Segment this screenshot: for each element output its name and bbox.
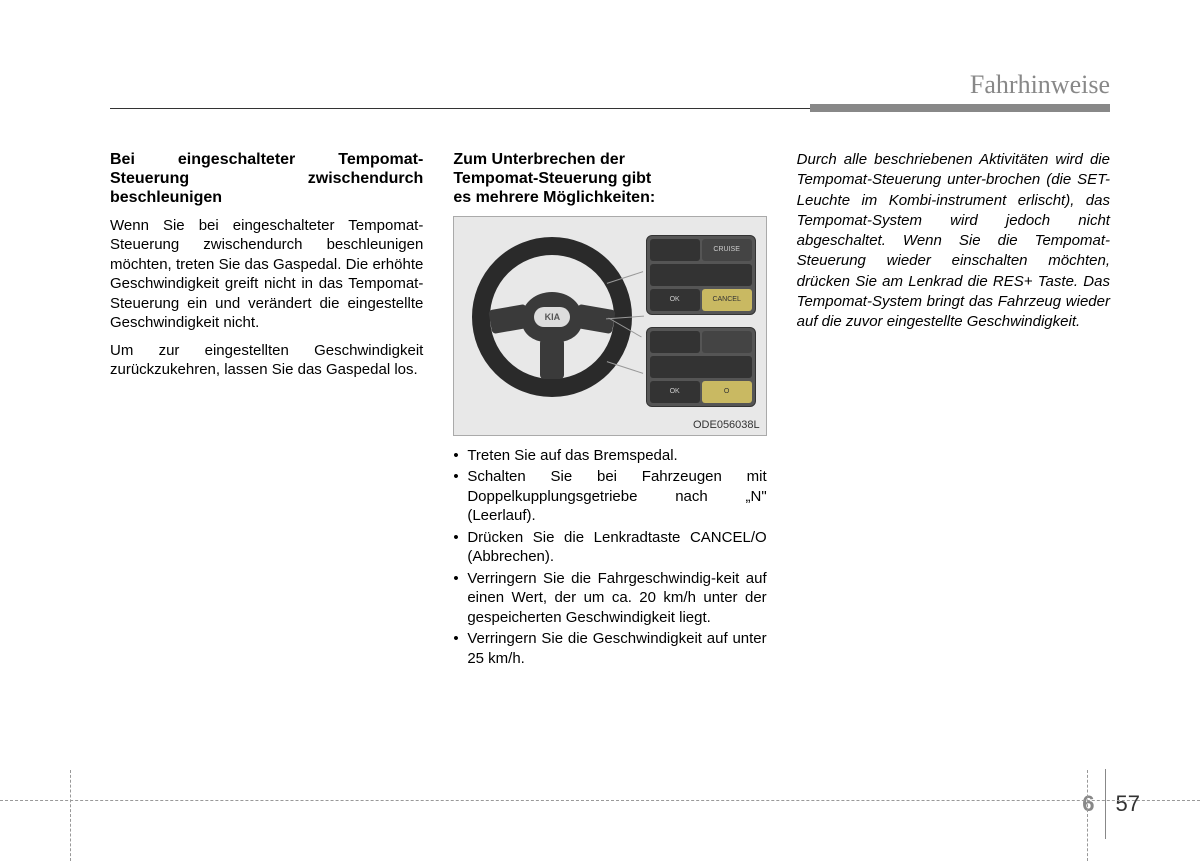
figure-code: ODE056038L (693, 419, 760, 431)
res-set-rocker (650, 356, 752, 378)
list-item: Drücken Sie die Lenkradtaste CANCEL/O (A… (453, 528, 766, 567)
crop-mark (0, 800, 1200, 801)
column-3: Durch alle beschriebenen Aktivitäten wir… (797, 150, 1110, 670)
page-header: Fahrhinweise (110, 70, 1110, 120)
res-set-rocker (650, 264, 752, 286)
cruise-button: CRUISE (702, 239, 752, 261)
mode-button-icon (650, 239, 700, 261)
ok-button: OK (650, 289, 700, 311)
content-columns: Bei eingeschalteter Tempomat-Steuerung z… (110, 150, 1110, 670)
crop-mark (70, 770, 71, 861)
footer-divider (1105, 769, 1106, 839)
button-panel-o: OK O (646, 327, 756, 407)
crop-mark (1087, 770, 1088, 861)
mode-button-icon (650, 331, 700, 353)
chapter-number: 6 (1082, 791, 1094, 817)
bullet-list: Treten Sie auf das Bremspedal. Schalten … (453, 446, 766, 669)
list-item: Verringern Sie die Geschwindigkeit auf u… (453, 629, 766, 668)
ok-button: OK (650, 381, 700, 403)
list-item: Verringern Sie die Fahrgeschwindig-keit … (453, 569, 766, 628)
section-title: Fahrhinweise (970, 70, 1110, 100)
column-1: Bei eingeschalteter Tempomat-Steuerung z… (110, 150, 423, 670)
page-number: 57 (1116, 791, 1140, 817)
o-button-highlighted: O (702, 381, 752, 403)
button-panel-cancel: CRUISE OK CANCEL (646, 235, 756, 315)
col1-heading: Bei eingeschalteter Tempomat-Steuerung z… (110, 150, 423, 208)
col1-paragraph-2: Um zur eingestellten Geschwindigkeit zur… (110, 341, 423, 380)
list-item: Treten Sie auf das Bremspedal. (453, 446, 766, 466)
col2-heading: Zum Unterbrechen der Tempomat-Steuerung … (453, 150, 766, 208)
column-2: Zum Unterbrechen der Tempomat-Steuerung … (453, 150, 766, 670)
header-rule-thick (810, 104, 1110, 112)
cancel-button-highlighted: CANCEL (702, 289, 752, 311)
header-rule-thin (110, 108, 810, 109)
speed-limit-button-icon (702, 331, 752, 353)
page-footer: 6 57 (1082, 769, 1140, 839)
list-item: Schalten Sie bei Fahrzeugen mit Doppelku… (453, 467, 766, 526)
col1-paragraph-1: Wenn Sie bei eingeschalteter Tempomat-St… (110, 216, 423, 333)
col3-italic-note: Durch alle beschriebenen Aktivitäten wir… (797, 150, 1110, 332)
manual-page: Fahrhinweise Bei eingeschalteter Tempoma… (0, 0, 1200, 861)
steering-wheel-figure: KIA CRUISE OK CANCEL (453, 216, 766, 436)
kia-logo: KIA (534, 307, 570, 327)
